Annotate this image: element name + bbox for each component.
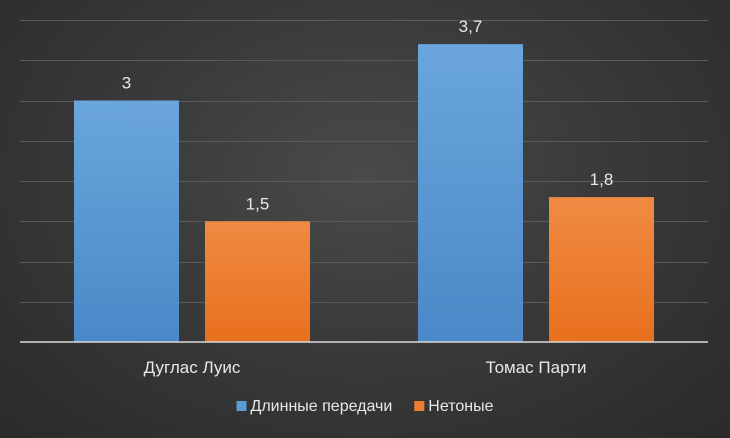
legend-label: Длинные передачи [251,398,393,415]
category-labels: Дуглас Луис Томас Парти [144,358,587,377]
legend-swatch [414,401,425,411]
legend-swatch [236,401,247,411]
data-labels: 3 1,5 3,7 1,8 [122,17,614,213]
legend-label: Нетоные [428,398,493,415]
category-label: Дуглас Луис [144,358,241,377]
bar-other-1 [549,197,654,342]
data-label: 3,7 [459,17,483,36]
bar-other-0 [205,221,310,342]
category-label: Томас Парти [486,358,587,377]
bars [74,44,654,343]
data-label: 1,5 [246,194,270,213]
data-label: 1,8 [590,170,614,189]
legend: Длинные передачи Нетоные [236,398,494,415]
legend-item: Длинные передачи [236,398,393,415]
data-label: 3 [122,74,131,93]
bar-long-passes-1 [418,44,523,343]
legend-item: Нетоные [414,398,494,415]
bar-long-passes-0 [74,100,179,342]
